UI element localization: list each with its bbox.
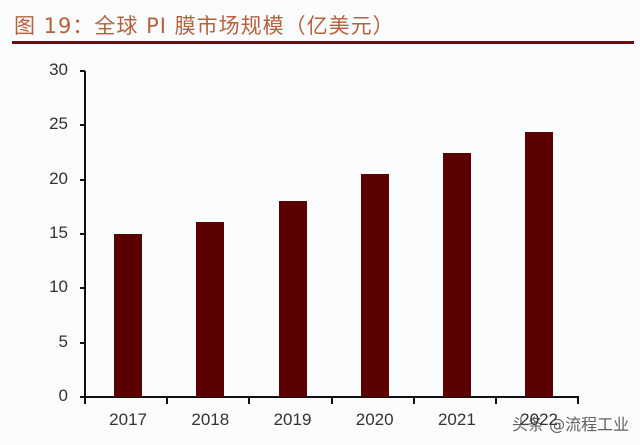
y-tick bbox=[80, 233, 85, 235]
y-tick-label: 10 bbox=[49, 277, 68, 297]
x-tick-label: 2019 bbox=[273, 410, 312, 429]
y-tick bbox=[80, 70, 85, 72]
y-axis bbox=[84, 71, 86, 398]
bar-2019 bbox=[278, 201, 307, 397]
x-tick bbox=[330, 396, 333, 404]
bar-2017 bbox=[114, 234, 143, 397]
x-tick bbox=[84, 396, 86, 404]
x-tick-label: 2018 bbox=[191, 410, 230, 429]
y-tick-label: 25 bbox=[49, 114, 68, 134]
x-tick bbox=[166, 396, 169, 404]
watermark: 头条 @流程工业 bbox=[512, 415, 630, 434]
x-tick-label: 2021 bbox=[437, 410, 476, 429]
y-tick-label: 5 bbox=[58, 331, 68, 351]
y-tick-label: 20 bbox=[49, 168, 68, 188]
chart-title: 图 19：全球 PI 膜市场规模（亿美元） bbox=[14, 14, 395, 38]
x-tick bbox=[248, 396, 251, 404]
y-tick bbox=[80, 124, 85, 127]
x-tick bbox=[495, 396, 497, 404]
bar-2022 bbox=[525, 131, 554, 397]
x-tick-label: 2017 bbox=[109, 410, 147, 429]
y-tick-label: 15 bbox=[49, 223, 68, 242]
x-tick-label: 2022 bbox=[520, 410, 558, 429]
y-tick bbox=[80, 396, 85, 398]
y-tick-label: 30 bbox=[49, 60, 68, 79]
title-rule bbox=[12, 41, 634, 44]
x-tick-label: 2020 bbox=[355, 410, 394, 429]
bar-2018 bbox=[196, 222, 225, 397]
y-tick bbox=[80, 178, 85, 181]
bar-2021 bbox=[442, 152, 471, 397]
x-tick bbox=[412, 396, 415, 404]
bar-2020 bbox=[360, 174, 389, 397]
y-tick bbox=[80, 287, 85, 290]
x-tick bbox=[577, 396, 580, 404]
y-tick bbox=[80, 341, 85, 344]
y-tick-label: 0 bbox=[58, 386, 68, 405]
